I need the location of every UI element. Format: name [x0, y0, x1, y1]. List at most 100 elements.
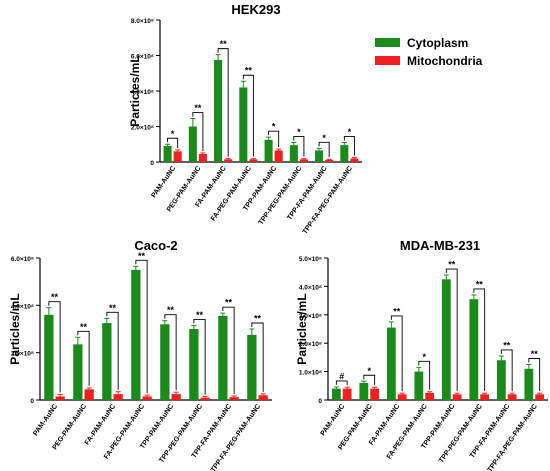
- bar-mitochondria: [200, 397, 210, 400]
- y-tick-label: 0: [150, 160, 154, 167]
- bar-mitochondria: [142, 396, 152, 400]
- bar-cytoplasm: [163, 146, 172, 162]
- significance-bracket: [473, 288, 486, 392]
- significance-bracket: [268, 130, 280, 148]
- significance-bracket: [390, 315, 403, 392]
- x-tick-label: TPP-FA-PEG-PAM-AuNC: [302, 165, 354, 235]
- significance-marker: **: [51, 292, 59, 302]
- x-tick-label: FA-PAM-AuNC: [84, 403, 117, 446]
- y-tick-label: 2.0×10⁸: [131, 125, 154, 132]
- bar-mitochondria: [173, 151, 182, 162]
- significance-marker: **: [138, 251, 146, 261]
- significance-bracket: [418, 360, 431, 390]
- x-tick-label: TPP-PEG-PAM-AuNC: [258, 165, 304, 226]
- y-axis-label: Particles/mL: [128, 55, 142, 126]
- y-tick-label: 0: [30, 398, 34, 405]
- y-tick-label: 2.0×10⁸: [299, 341, 322, 348]
- x-tick-label: TPP-FA-PEG-PAM-AuNC: [487, 403, 539, 471]
- y-tick-label: 0: [318, 398, 322, 405]
- bar-cytoplasm: [359, 382, 369, 400]
- significance-bracket: [167, 137, 179, 148]
- bar-cytoplasm: [441, 279, 451, 400]
- significance-bracket: [335, 380, 348, 386]
- significance-marker: *: [348, 127, 352, 137]
- y-tick-label: 4.0×10⁸: [299, 284, 322, 291]
- significance-marker: *: [171, 129, 175, 139]
- bar-cytoplasm: [239, 87, 248, 162]
- significance-marker: **: [80, 322, 88, 332]
- significance-marker: **: [220, 39, 228, 49]
- significance-marker: *: [422, 352, 426, 362]
- significance-marker: #: [339, 371, 344, 381]
- y-axis-label: Particles/mL: [8, 293, 22, 364]
- significance-marker: **: [194, 103, 202, 113]
- y-tick-label: 6.0×10⁸: [131, 54, 154, 61]
- bar-cytoplasm: [331, 388, 341, 400]
- bar-mitochondria: [452, 394, 462, 400]
- chart-panel-caco2: Caco-2 Particles/mL 0 2.0×10⁸ 4.0×10⁸ 6.0×10⁸…: [8, 238, 272, 471]
- bar-cytoplasm: [188, 126, 197, 162]
- bar-cytoplasm: [189, 329, 199, 400]
- bar-cytoplasm: [264, 139, 273, 162]
- significance-bracket: [363, 374, 376, 386]
- y-tick-label: 3.0×10⁸: [299, 313, 322, 320]
- significance-marker: **: [393, 306, 401, 316]
- y-tick-label: 6.0×10⁸: [11, 256, 34, 263]
- chart-title: HEK293: [231, 2, 280, 17]
- bar-mitochondria: [370, 388, 380, 400]
- bar-cytoplasm: [102, 323, 112, 400]
- significance-bracket: [242, 74, 254, 157]
- chart-panel-hek293: HEK293 Particles/mL 0 2.0×10⁸ 4.0×10⁸ 6.0×10⁸…: [128, 2, 362, 236]
- x-tick-label: TPP-FA-PEG-PAM-AuNC: [210, 403, 262, 471]
- significance-marker: **: [531, 349, 539, 359]
- legend: Cytoplasm Mitochondria: [375, 36, 483, 68]
- legend-swatch-cytoplasm: [375, 38, 400, 47]
- bar-mitochondria: [84, 389, 94, 400]
- significance-bracket: [192, 112, 204, 151]
- bar-mitochondria: [229, 397, 239, 400]
- bar-cytoplasm: [44, 314, 54, 400]
- legend-label-cytoplasm: Cytoplasm: [407, 36, 468, 50]
- significance-bracket: [222, 306, 235, 394]
- y-tick-label: 8.0×10⁸: [131, 18, 154, 25]
- bar-mitochondria: [342, 388, 352, 400]
- significance-bracket: [293, 136, 305, 157]
- bar-cytoplasm: [131, 269, 141, 400]
- significance-marker: **: [254, 314, 262, 324]
- significance-marker: *: [272, 122, 276, 132]
- x-tick-label: PAM-AuNC: [320, 403, 347, 437]
- y-tick-label: 4.0×10⁸: [11, 303, 34, 310]
- bar-mitochondria: [299, 159, 308, 162]
- bar-cytoplasm: [247, 334, 257, 400]
- significance-bracket: [528, 358, 541, 392]
- significance-marker: **: [225, 298, 233, 308]
- bar-mitochondria: [198, 154, 207, 162]
- bar-cytoplasm: [524, 368, 534, 400]
- bar-mitochondria: [325, 159, 334, 162]
- bar-mitochondria: [274, 150, 283, 162]
- bar-mitochondria: [425, 392, 435, 400]
- significance-bracket: [77, 330, 90, 386]
- significance-bracket: [445, 268, 458, 392]
- bar-mitochondria: [171, 394, 181, 400]
- bar-mitochondria: [224, 159, 233, 162]
- bar-mitochondria: [258, 395, 268, 400]
- significance-marker: **: [196, 310, 204, 320]
- x-tick-label: PAM-AuNC: [32, 403, 59, 437]
- bar-cytoplasm: [218, 315, 228, 400]
- significance-bracket: [251, 322, 264, 392]
- legend-label-mitochondria: Mitochondria: [407, 54, 483, 68]
- significance-marker: **: [476, 279, 484, 289]
- significance-bracket: [164, 314, 177, 391]
- bar-cytoplasm: [469, 299, 479, 400]
- bar-mitochondria: [55, 396, 65, 400]
- significance-bracket: [48, 301, 61, 393]
- bar-mitochondria: [113, 394, 123, 400]
- bar-mitochondria: [507, 394, 517, 400]
- bar-cytoplasm: [414, 371, 424, 400]
- significance-marker: **: [245, 66, 253, 76]
- significance-marker: *: [322, 133, 326, 143]
- significance-bracket: [193, 319, 206, 395]
- significance-marker: **: [167, 305, 175, 315]
- significance-marker: **: [448, 260, 456, 270]
